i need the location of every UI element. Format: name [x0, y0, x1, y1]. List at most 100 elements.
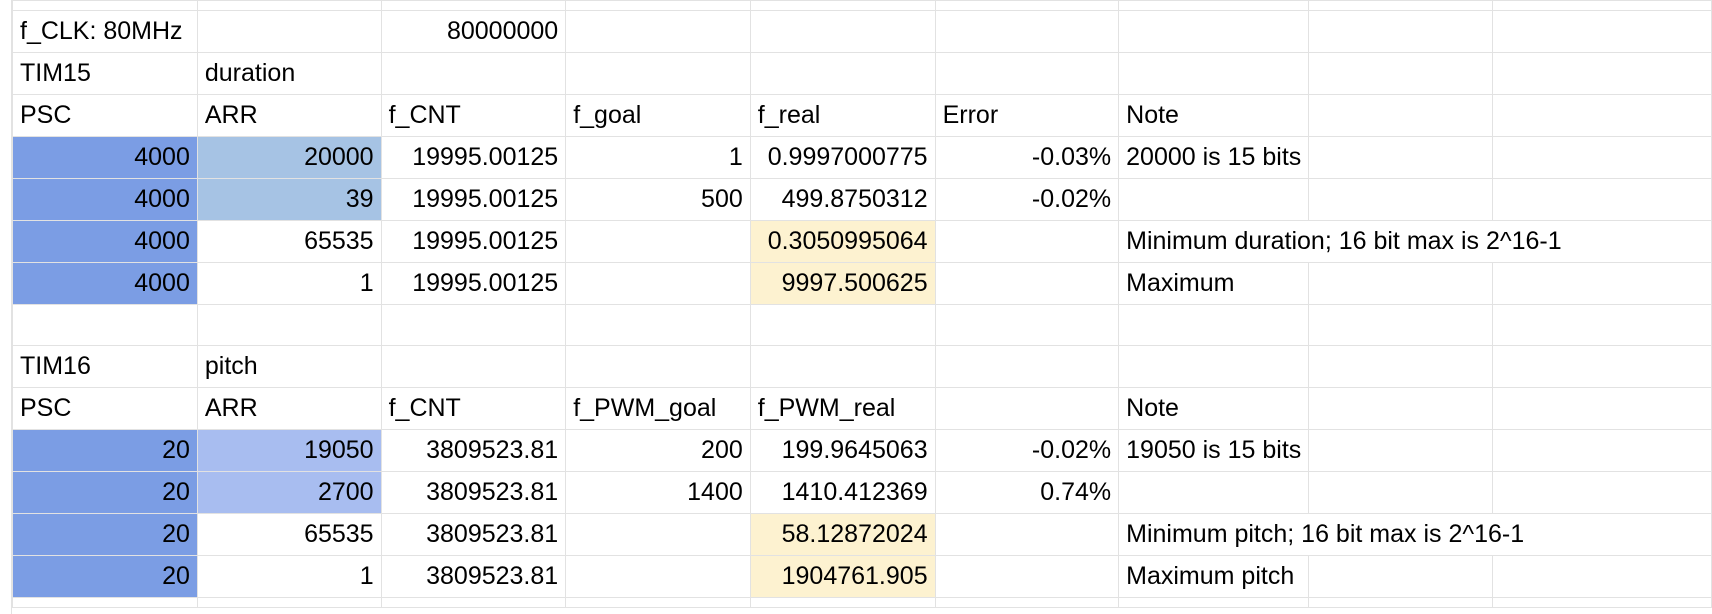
cell[interactable]: 0.9997000775 [749, 136, 936, 179]
cell[interactable]: f_CLK: 80MHz [12, 10, 198, 53]
cell[interactable] [1118, 471, 1310, 514]
cell[interactable]: 0.3050995064 [749, 220, 936, 263]
cell[interactable]: ARR [196, 94, 382, 137]
cell[interactable]: f_PWM_goal [565, 387, 751, 430]
cell[interactable]: 3809523.81 [380, 429, 567, 472]
cell[interactable] [380, 52, 567, 95]
cell[interactable] [934, 262, 1120, 305]
cell[interactable] [565, 10, 751, 53]
cell[interactable] [749, 52, 936, 95]
cell[interactable]: 9997.500625 [749, 262, 936, 305]
cell[interactable] [749, 304, 936, 346]
cell[interactable] [934, 513, 1120, 556]
cell[interactable]: -0.02% [934, 178, 1120, 221]
cell[interactable] [1492, 387, 1712, 430]
cell[interactable]: 500 [565, 178, 751, 221]
cell[interactable]: ARR [196, 387, 382, 430]
cell[interactable] [749, 10, 936, 53]
cell[interactable]: Minimum duration; 16 bit max is 2^16-1 [1118, 220, 1712, 263]
cell[interactable]: Maximum [1118, 262, 1310, 305]
cell[interactable] [1308, 178, 1494, 221]
cell[interactable]: 20 [12, 555, 198, 598]
cell[interactable] [1308, 304, 1494, 346]
cell[interactable] [12, 304, 198, 346]
cell[interactable]: 19995.00125 [380, 136, 567, 179]
cell[interactable]: f_real [749, 94, 936, 137]
cell[interactable] [565, 304, 751, 346]
cell[interactable]: 1 [196, 262, 382, 305]
cell[interactable]: 65535 [196, 220, 382, 263]
cell[interactable] [1492, 136, 1712, 179]
cell[interactable] [749, 345, 936, 388]
cell[interactable]: 20 [12, 513, 198, 556]
cell[interactable] [565, 555, 751, 598]
cell[interactable]: f_goal [565, 94, 751, 137]
cell[interactable]: 65535 [196, 513, 382, 556]
cell[interactable]: -0.02% [934, 429, 1120, 472]
cell[interactable] [1308, 345, 1494, 388]
cell[interactable]: 4000 [12, 178, 198, 221]
cell[interactable]: 20000 [196, 136, 382, 179]
cell[interactable]: 1 [565, 136, 751, 179]
cell[interactable]: TIM15 [12, 52, 198, 95]
cell[interactable]: 3809523.81 [380, 555, 567, 598]
cell[interactable] [1308, 429, 1494, 472]
cell[interactable] [565, 52, 751, 95]
cell[interactable] [1492, 345, 1712, 388]
cell[interactable] [1492, 429, 1712, 472]
cell[interactable]: Minimum pitch; 16 bit max is 2^16-1 [1118, 513, 1712, 556]
cell[interactable] [1118, 10, 1310, 53]
cell[interactable]: 4000 [12, 262, 198, 305]
cell[interactable]: Note [1118, 387, 1310, 430]
cell[interactable] [934, 220, 1120, 263]
cell[interactable] [1308, 262, 1494, 305]
cell[interactable] [1308, 52, 1494, 95]
cell[interactable] [934, 555, 1120, 598]
cell[interactable]: 80000000 [380, 10, 567, 53]
cell[interactable] [1118, 304, 1310, 346]
cell[interactable]: 20000 is 15 bits [1118, 136, 1310, 179]
cell[interactable]: TIM16 [12, 345, 198, 388]
cell[interactable]: 19995.00125 [380, 178, 567, 221]
cell[interactable] [1492, 52, 1712, 95]
cell[interactable] [934, 387, 1120, 430]
cell[interactable] [934, 10, 1120, 53]
cell[interactable]: PSC [12, 387, 198, 430]
cell[interactable]: f_PWM_real [749, 387, 936, 430]
cell[interactable] [1492, 94, 1712, 137]
cell[interactable]: 499.8750312 [749, 178, 936, 221]
cell[interactable]: 1410.412369 [749, 471, 936, 514]
cell[interactable] [1308, 387, 1494, 430]
cell[interactable] [1308, 94, 1494, 137]
cell[interactable]: 19995.00125 [380, 262, 567, 305]
cell[interactable] [1492, 262, 1712, 305]
cell[interactable] [1118, 52, 1310, 95]
cell[interactable]: 199.9645063 [749, 429, 936, 472]
cell[interactable] [1308, 136, 1494, 179]
cell[interactable] [1308, 10, 1494, 53]
cell[interactable] [934, 304, 1120, 346]
cell[interactable] [1492, 178, 1712, 221]
cell[interactable] [934, 52, 1120, 95]
cell[interactable]: 20 [12, 429, 198, 472]
cell[interactable]: 3809523.81 [380, 513, 567, 556]
cell[interactable]: -0.03% [934, 136, 1120, 179]
cell[interactable]: 1904761.905 [749, 555, 936, 598]
cell[interactable]: 4000 [12, 136, 198, 179]
cell[interactable]: Note [1118, 94, 1310, 137]
cell[interactable] [1308, 471, 1494, 514]
cell[interactable] [1492, 304, 1712, 346]
cell[interactable] [1118, 178, 1310, 221]
cell[interactable]: 1 [196, 555, 382, 598]
cell[interactable] [1492, 471, 1712, 514]
cell[interactable]: 200 [565, 429, 751, 472]
cell[interactable]: duration [196, 52, 382, 95]
cell[interactable]: f_CNT [380, 387, 567, 430]
cell[interactable]: 2700 [196, 471, 382, 514]
cell[interactable] [1308, 555, 1494, 598]
cell[interactable]: 1400 [565, 471, 751, 514]
cell[interactable]: 0.74% [934, 471, 1120, 514]
cell[interactable] [934, 345, 1120, 388]
cell[interactable] [565, 345, 751, 388]
cell[interactable] [1492, 10, 1712, 53]
